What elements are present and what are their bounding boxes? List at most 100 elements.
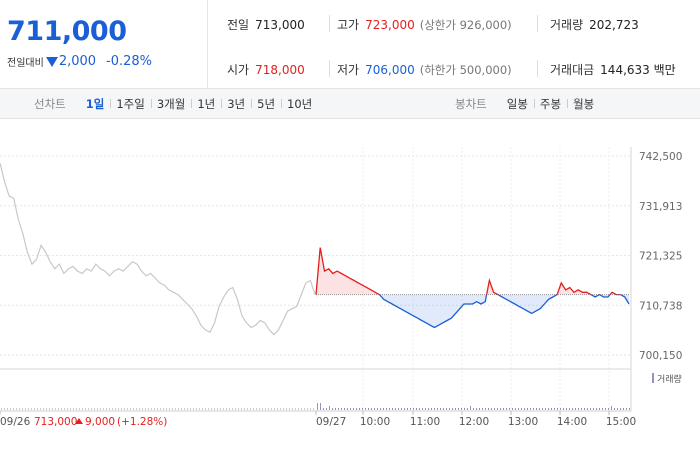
volume-bar [13, 408, 14, 410]
stat-sub: (상한가 926,000) [419, 18, 512, 32]
stat-trade-amount: 거래대금 144,633 백만 [550, 61, 676, 78]
tab-monthly-candle[interactable]: 월봉 [567, 96, 600, 112]
volume-bar [220, 408, 221, 410]
divider [537, 60, 538, 77]
x-tick-label: 10:00 [360, 416, 390, 428]
stat-high: 고가 723,000 (상한가 926,000) [337, 16, 512, 33]
volume-bar [602, 408, 603, 410]
volume-bar [217, 408, 218, 410]
volume-bar [623, 408, 624, 410]
volume-bar [341, 408, 342, 410]
volume-bar [226, 408, 227, 410]
volume-bar [286, 408, 287, 410]
volume-bar [338, 408, 339, 410]
tab-1week[interactable]: 1주일 [110, 96, 150, 112]
tab-3year[interactable]: 3년 [221, 96, 251, 112]
volume-bar [127, 408, 128, 410]
volume-bar [593, 408, 594, 410]
volume-bar [1, 408, 2, 410]
volume-bar [16, 408, 17, 410]
tab-1year[interactable]: 1년 [191, 96, 221, 112]
stat-label: 고가 [337, 18, 360, 32]
volume-bar [28, 408, 29, 410]
volume-bar [530, 408, 531, 410]
volume-bar [256, 408, 257, 410]
volume-bar [136, 408, 137, 410]
current-price: 711,000 [7, 16, 127, 47]
volume-bar [283, 408, 284, 410]
down-triangle-icon [45, 56, 58, 67]
volume-bar [22, 408, 23, 410]
volume-bar [407, 408, 408, 410]
tab-weekly-candle[interactable]: 주봉 [533, 96, 567, 112]
prev-day-change-percent: (+1.28%) [117, 416, 167, 428]
volume-bar [377, 408, 378, 410]
volume-bar [386, 408, 387, 410]
volume-bar [425, 408, 426, 410]
volume-bar [298, 408, 299, 410]
volume-bar [617, 408, 618, 410]
volume-bar [419, 408, 420, 410]
volume-bar [241, 408, 242, 410]
volume-bar [431, 408, 432, 410]
tab-3month[interactable]: 3개월 [150, 96, 191, 112]
volume-bar [229, 408, 230, 410]
volume-bar [76, 408, 77, 410]
volume-bar [320, 403, 321, 410]
volume-bar [7, 408, 8, 410]
line-chart-title: 선차트 [34, 97, 66, 111]
volume-bar [145, 408, 146, 410]
candle-chart-tabs: 봉차트 일봉 주봉 월봉 [455, 89, 600, 119]
volume-bar [545, 408, 546, 410]
volume-bar [157, 408, 158, 410]
volume-bar [509, 408, 510, 410]
stat-volume: 거래량 202,723 [550, 16, 639, 33]
volume-bar [356, 408, 357, 410]
volume-bar [31, 408, 32, 410]
volume-bar [169, 408, 170, 410]
volume-bar [202, 408, 203, 410]
tab-10year[interactable]: 10년 [281, 96, 318, 112]
volume-bar [398, 408, 399, 410]
stat-value: 713,000 [255, 18, 305, 32]
series-line-today-up [315, 247, 622, 295]
volume-bar [389, 408, 390, 410]
tab-daily-candle[interactable]: 일봉 [506, 97, 528, 111]
volume-bar [344, 408, 345, 410]
volume-bar [428, 408, 429, 410]
volume-bar [410, 408, 411, 410]
volume-legend-swatch [652, 373, 654, 383]
candle-chart-title: 봉차트 [455, 97, 487, 111]
stat-sub: (하한가 500,000) [419, 63, 512, 77]
change-label: 전일대비 [7, 58, 44, 69]
volume-bar [395, 408, 396, 410]
volume-bar [524, 408, 525, 410]
volume-bar [551, 408, 552, 410]
volume-bar [527, 408, 528, 410]
volume-bar [199, 408, 200, 410]
volume-bar [172, 408, 173, 410]
volume-bar [121, 408, 122, 410]
divider [329, 60, 330, 77]
volume-bar [61, 408, 62, 410]
volume-bar [452, 408, 453, 410]
volume-bar [52, 408, 53, 410]
volume-bar [292, 408, 293, 410]
volume-bar [461, 408, 462, 410]
volume-bar [235, 408, 236, 410]
tab-5year[interactable]: 5년 [251, 96, 281, 112]
volume-bar [434, 408, 435, 410]
volume-bar [482, 408, 483, 410]
tab-1day[interactable]: 1일 [85, 97, 105, 111]
volume-bar [190, 408, 191, 410]
volume-bar [262, 408, 263, 410]
volume-bar [542, 408, 543, 410]
volume-bar [238, 408, 239, 410]
volume-bar [371, 408, 372, 410]
up-triangle-icon [75, 418, 83, 424]
volume-bar [151, 408, 152, 410]
volume-bar [97, 408, 98, 410]
volume-bar [362, 408, 363, 410]
divider [537, 15, 538, 32]
volume-bar [626, 408, 627, 410]
